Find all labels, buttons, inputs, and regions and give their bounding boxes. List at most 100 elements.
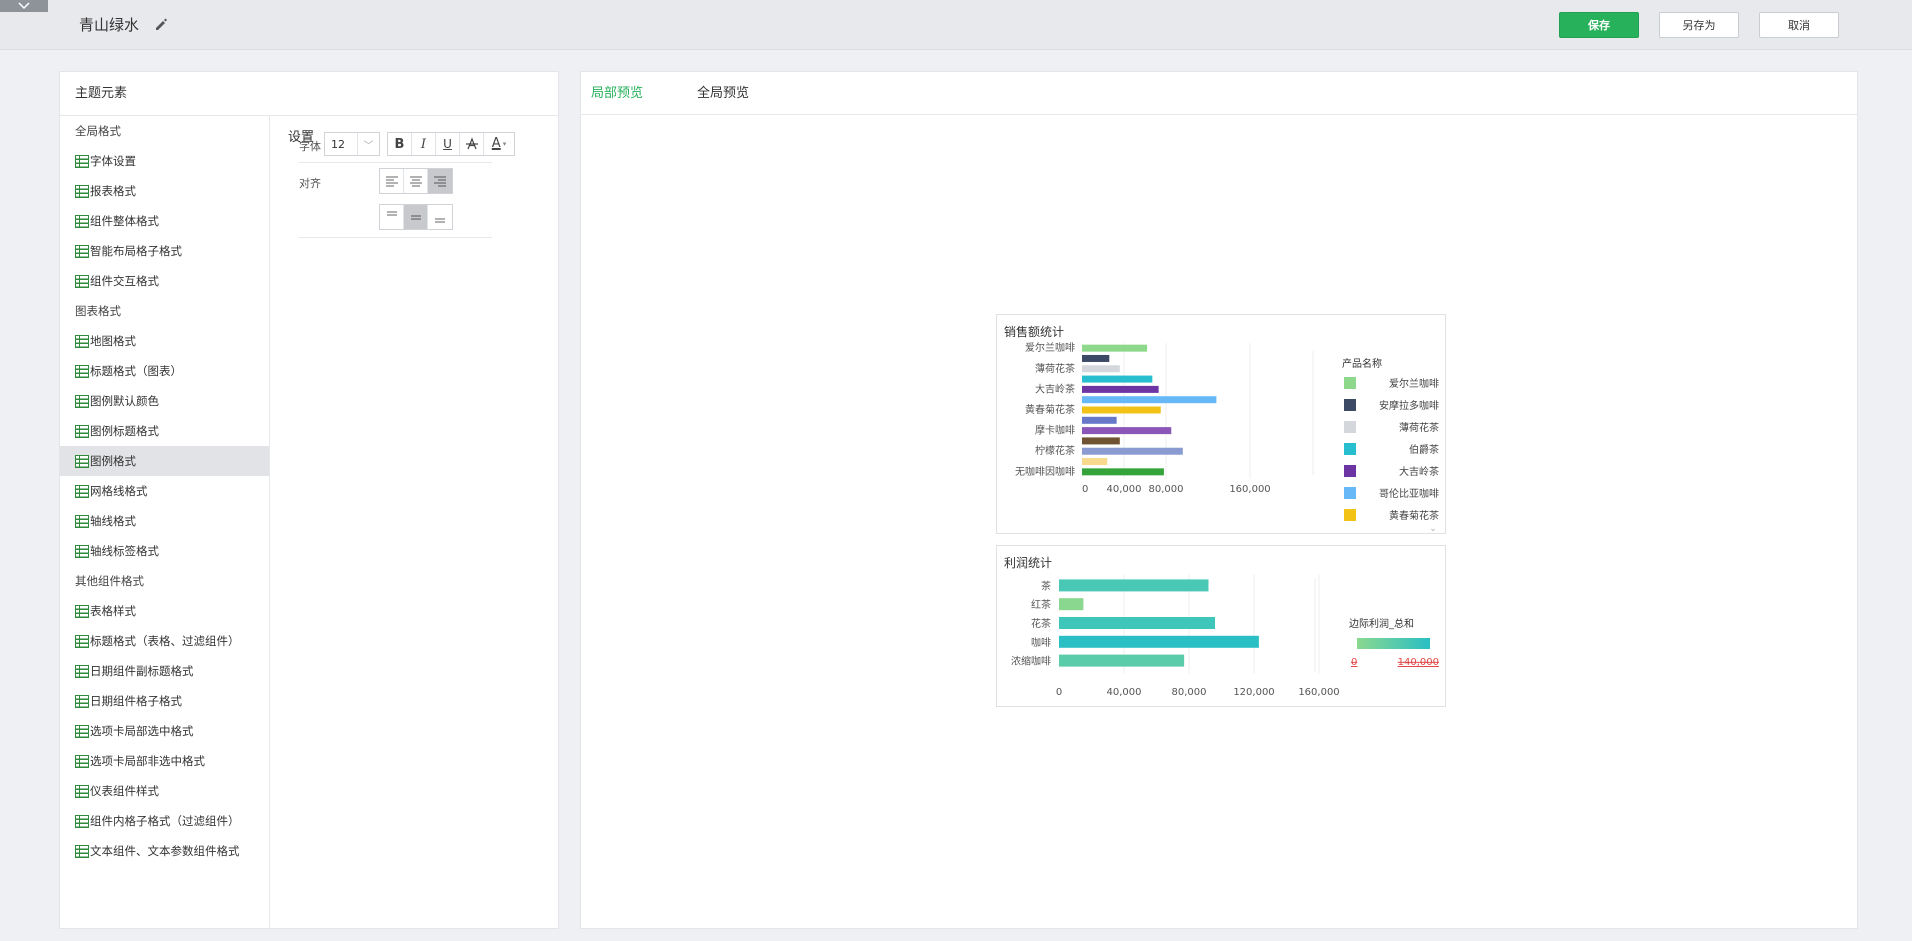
tree-item-22[interactable]: 仪表组件样式 (60, 776, 269, 806)
tree-item-23[interactable]: 组件内格子格式（过滤组件） (60, 806, 269, 836)
legend-min-label: 0 (1351, 657, 1357, 668)
table-icon (75, 214, 89, 228)
bar (1059, 635, 1259, 648)
y-tick-label: 红茶 (1031, 598, 1051, 611)
tree-item-4[interactable]: 智能布局格子格式 (60, 236, 269, 266)
save-button[interactable]: 保存 (1559, 12, 1639, 38)
font-label: 字体 (299, 140, 321, 153)
tree-item-5[interactable]: 组件交互格式 (60, 266, 269, 296)
header-divider (60, 115, 558, 116)
tree-item-label: 日期组件副标题格式 (90, 664, 194, 678)
table-icon (75, 424, 89, 438)
legend-label: 薄荷花茶 (1399, 421, 1439, 434)
font-size-select[interactable]: 12 ﹀ (324, 132, 380, 156)
tree-item-11[interactable]: 图例格式 (60, 446, 269, 476)
save-as-button[interactable]: 另存为 (1659, 12, 1739, 38)
tree-item-9[interactable]: 图例默认颜色 (60, 386, 269, 416)
tree-item-label: 选项卡局部选中格式 (90, 724, 194, 738)
edit-icon[interactable] (154, 17, 168, 31)
tree-item-3[interactable]: 组件整体格式 (60, 206, 269, 236)
caret-down-icon: ▾ (502, 140, 507, 148)
bar (1059, 579, 1209, 592)
bar (1082, 427, 1172, 435)
strikethrough-button[interactable] (460, 133, 484, 155)
bar (1059, 654, 1185, 667)
legend-label: 爱尔兰咖啡 (1389, 377, 1439, 390)
collapse-toggle[interactable] (0, 0, 48, 12)
tree-group-15[interactable]: 其他组件格式 (60, 566, 269, 596)
tree-item-20[interactable]: 选项卡局部选中格式 (60, 716, 269, 746)
underline-button[interactable]: U (436, 133, 460, 155)
x-tick-label: 0 (1056, 687, 1062, 698)
tree-item-label: 标题格式（图表） (90, 364, 182, 378)
font-color-button[interactable]: A ▾ (484, 133, 514, 155)
tree-item-7[interactable]: 地图格式 (60, 326, 269, 356)
tab-local-preview[interactable]: 局部预览 (591, 86, 644, 101)
bold-button[interactable]: B (388, 133, 412, 155)
tree-item-label: 文本组件、文本参数组件格式 (90, 844, 240, 858)
tree-item-label: 报表格式 (90, 184, 136, 198)
legend-label: 黄春菊花茶 (1389, 509, 1439, 522)
top-header: 青山绿水 保存 另存为 取消 (0, 0, 1912, 50)
table-icon (75, 754, 89, 768)
bar (1082, 385, 1159, 393)
legend-swatch (1344, 377, 1356, 389)
tree-item-14[interactable]: 轴线标签格式 (60, 536, 269, 566)
tree-item-8[interactable]: 标题格式（图表） (60, 356, 269, 386)
legend-title: 边际利润_总和 (1349, 617, 1414, 630)
align-right-button[interactable] (428, 169, 452, 193)
tree-item-10[interactable]: 图例标题格式 (60, 416, 269, 446)
tree-item-21[interactable]: 选项卡局部非选中格式 (60, 746, 269, 776)
legend-swatch (1344, 399, 1356, 411)
tree-group-0[interactable]: 全局格式 (60, 116, 269, 146)
bar (1082, 468, 1164, 476)
tree-item-label: 网格线格式 (90, 484, 148, 498)
x-tick-label: 40,000 (1107, 687, 1142, 698)
chevron-down-icon (18, 2, 30, 10)
tree-item-1[interactable]: 字体设置 (60, 146, 269, 176)
bar (1082, 437, 1120, 445)
legend-swatch (1344, 465, 1356, 477)
align-middle-button[interactable] (404, 205, 428, 229)
table-icon (75, 334, 89, 348)
tree-item-12[interactable]: 网格线格式 (60, 476, 269, 506)
align-center-button[interactable] (404, 169, 428, 193)
tree-item-label: 地图格式 (90, 334, 136, 348)
bar (1082, 447, 1183, 455)
cancel-button[interactable]: 取消 (1759, 12, 1839, 38)
y-tick-label: 黄春菊花茶 (1025, 403, 1075, 416)
tree-item-19[interactable]: 日期组件格子格式 (60, 686, 269, 716)
tree-item-2[interactable]: 报表格式 (60, 176, 269, 206)
x-tick-label: 160,000 (1229, 484, 1270, 495)
tree-item-17[interactable]: 标题格式（表格、过滤组件） (60, 626, 269, 656)
table-icon (75, 694, 89, 708)
tree-item-13[interactable]: 轴线格式 (60, 506, 269, 536)
table-icon (75, 544, 89, 558)
tree-item-label: 表格样式 (90, 604, 136, 618)
align-left-button[interactable] (380, 169, 404, 193)
tree-item-24[interactable]: 文本组件、文本参数组件格式 (60, 836, 269, 866)
italic-button[interactable]: I (412, 133, 436, 155)
bar (1082, 344, 1148, 352)
bar (1082, 406, 1161, 414)
align-left-icon (385, 176, 398, 187)
theme-title: 青山绿水 (79, 16, 140, 34)
legend-label: 大吉岭茶 (1399, 465, 1439, 478)
tab-global-preview[interactable]: 全局预览 (697, 86, 750, 101)
legend-swatch (1344, 509, 1356, 521)
align-top-button[interactable] (380, 205, 404, 229)
font-color-letter: A (491, 136, 501, 151)
align-label: 对齐 (299, 177, 321, 190)
table-icon (75, 514, 89, 528)
theme-elements-header: 主题元素 (75, 86, 128, 101)
tree-group-6[interactable]: 图表格式 (60, 296, 269, 326)
tree-item-18[interactable]: 日期组件副标题格式 (60, 656, 269, 686)
tree-item-label: 组件交互格式 (90, 274, 159, 288)
align-bottom-button[interactable] (428, 205, 452, 229)
tree-item-label: 组件内格子格式（过滤组件） (90, 814, 240, 828)
tree-item-16[interactable]: 表格样式 (60, 596, 269, 626)
theme-element-tree: 全局格式 字体设置报表格式组件整体格式 智能布局格子格式组件交互格式图表格式地图格式… (60, 116, 269, 866)
align-center-icon (409, 176, 422, 187)
table-icon (75, 394, 89, 408)
sales-chart-card: 销售额统计 0 40,000 80,000 160,000 爱尔兰咖啡 薄荷花茶 大吉岭茶黄… (996, 314, 1446, 534)
